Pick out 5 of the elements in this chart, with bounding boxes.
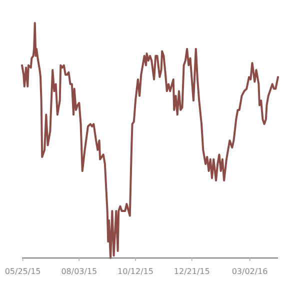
x-tick-label: 05/25/15 xyxy=(4,267,41,276)
x-tick-label: 12/21/15 xyxy=(174,267,210,276)
x-tick-label: 08/03/15 xyxy=(61,267,98,276)
x-tick-label: 10/12/15 xyxy=(118,267,154,276)
x-tick-label: 03/02/16 xyxy=(232,267,268,276)
